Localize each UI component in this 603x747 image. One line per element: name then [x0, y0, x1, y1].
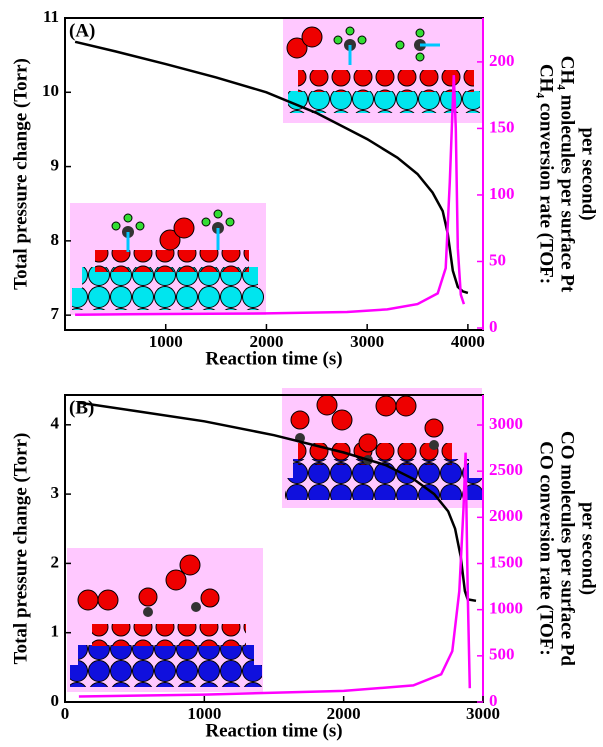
y2-tick-label: 500: [489, 645, 515, 664]
x-axis-label: Reaction time (s): [205, 720, 342, 741]
y2-tick-label: 0: [489, 691, 498, 710]
y2-axis-label: CH₄ molecules per surface Pt: [557, 56, 578, 293]
y2-axis-label: CO molecules per surface Pd: [557, 431, 578, 666]
inset-b-bottom: [67, 548, 263, 692]
y-tick-label: 10: [42, 81, 59, 100]
y2-tick-label: 2500: [489, 460, 523, 479]
x-tick-label: 2000: [249, 332, 283, 351]
inset-a-top: [283, 18, 483, 123]
y-axis-label: Total pressure change (Torr): [10, 433, 31, 665]
y-tick-label: 3: [51, 483, 60, 502]
x-tick-label: 3000: [350, 332, 384, 351]
y2-tick-label: 50: [489, 250, 506, 269]
data-line: [75, 75, 466, 316]
data-line: [74, 40, 469, 295]
y2-axis-label: per second): [578, 502, 599, 595]
y-tick-label: 11: [43, 7, 59, 26]
y2-axis-label: CO conversion rate (TOF:: [536, 441, 557, 655]
x-tick-label: 2000: [327, 704, 361, 723]
y2-axis-label: CH₄ conversion rate (TOF:: [536, 64, 557, 284]
y2-tick-label: 100: [489, 184, 515, 203]
panel-label: (A): [69, 20, 95, 41]
x-tick-label: 4000: [451, 332, 485, 351]
data-line: [78, 452, 472, 698]
y2-tick-label: 3000: [489, 414, 523, 433]
y2-axis-label: per second): [578, 127, 599, 220]
y-tick-label: 7: [51, 304, 60, 323]
y2-tick-label: 0: [489, 317, 498, 336]
y-tick-label: 1: [51, 622, 60, 641]
y2-tick-label: 1500: [489, 552, 523, 571]
y2-tick-label: 200: [489, 51, 515, 70]
x-tick-label: 1000: [187, 704, 221, 723]
y2-tick-label: 1000: [489, 599, 523, 618]
inset-a-bottom: [70, 203, 266, 315]
y-tick-label: 2: [51, 552, 60, 571]
y-axis-label: Total pressure change (Torr): [10, 58, 31, 290]
y-tick-label: 0: [51, 691, 60, 710]
x-tick-label: 3000: [466, 704, 500, 723]
panel-label: (B): [69, 397, 94, 418]
y-tick-label: 4: [51, 414, 60, 433]
y2-tick-label: 150: [489, 117, 515, 136]
y-tick-label: 8: [51, 230, 60, 249]
data-line: [78, 401, 477, 603]
x-axis-label: Reaction time (s): [205, 348, 342, 369]
x-tick-label: 0: [61, 704, 70, 723]
y2-tick-label: 2000: [489, 506, 523, 525]
x-tick-label: 1000: [149, 332, 183, 351]
y-tick-label: 9: [51, 155, 60, 174]
inset-b-top: [282, 388, 483, 508]
